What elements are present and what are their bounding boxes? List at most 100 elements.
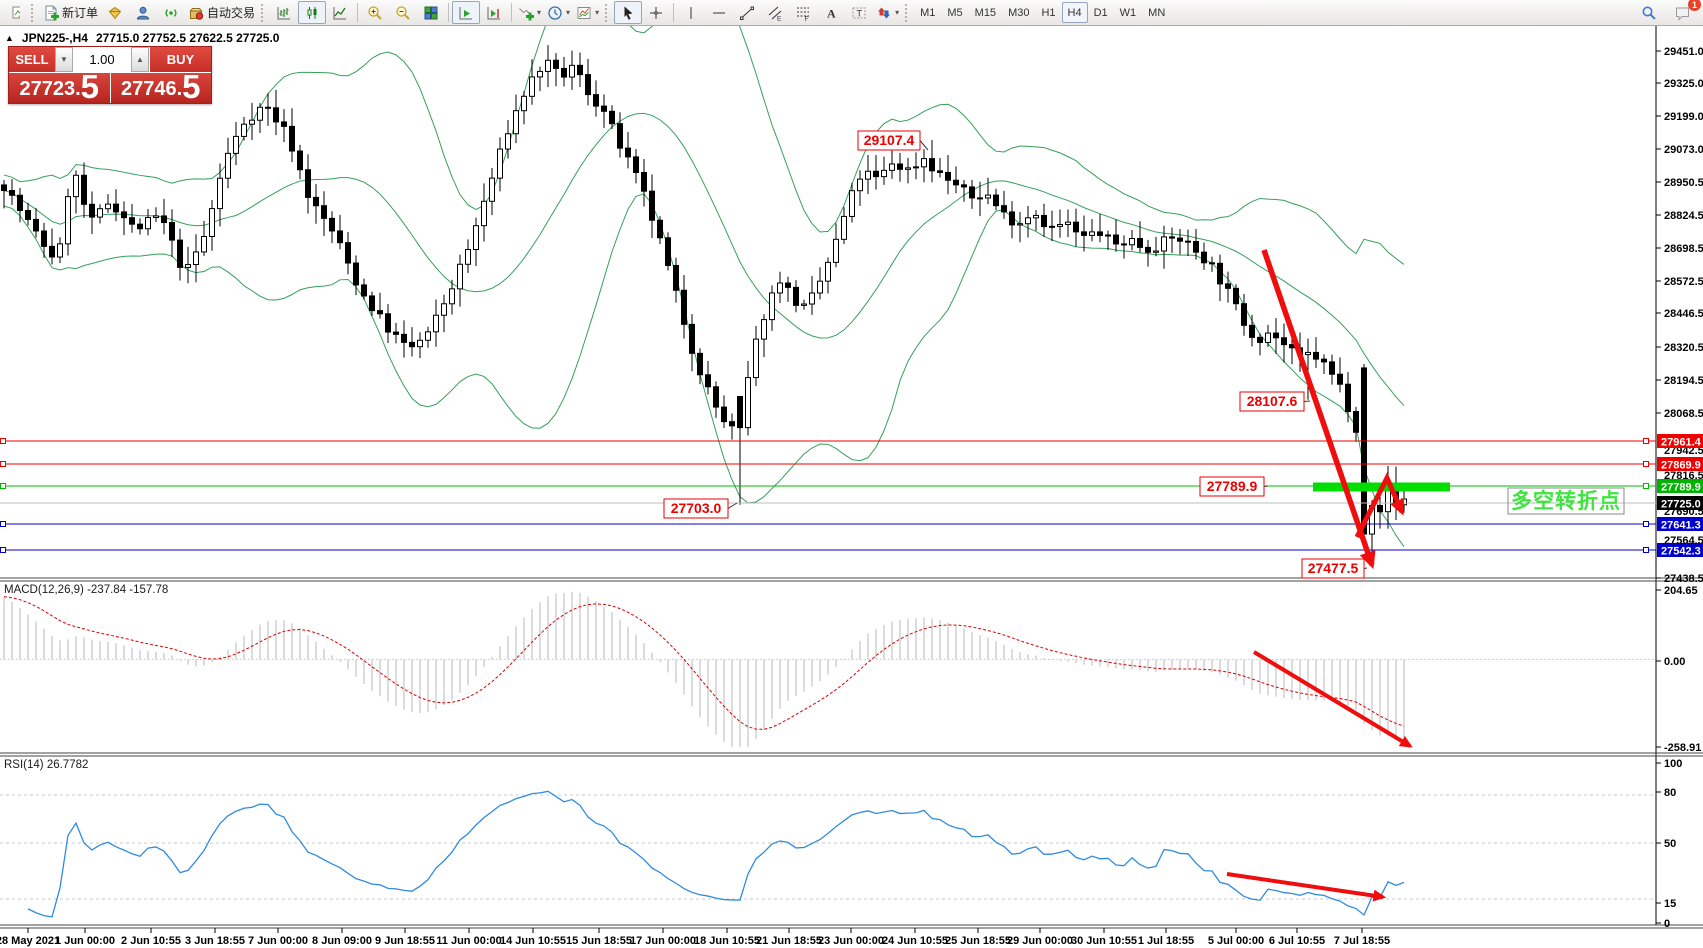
tile-windows-button[interactable] [417,1,445,24]
cursor-button[interactable] [614,1,643,24]
timeframe-w1-button[interactable]: W1 [1119,6,1137,19]
hline-handle[interactable] [0,438,6,444]
trendline-button[interactable] [733,1,761,24]
svg-text:F: F [805,16,809,21]
timeframe-m5-button[interactable]: M5 [947,6,963,19]
hline-handle[interactable] [1643,483,1649,489]
chart-shift-button[interactable] [480,1,508,24]
chevron-down-icon[interactable]: ▾ [595,7,600,17]
candle-chart-button[interactable] [298,1,327,24]
templates-button[interactable]: ▾ [573,1,602,24]
arrows-button[interactable]: ▾ [873,1,902,24]
label-anchor-line [919,140,929,151]
auto-scroll-button[interactable] [452,1,481,24]
timeframe-m15-button[interactable]: M15 [974,6,997,19]
toolbar-right: 1 [1635,0,1703,24]
line-chart-button[interactable] [326,1,354,24]
toolbar-grip[interactable] [31,3,37,22]
notifications-button[interactable]: 1 [1669,0,1701,24]
toolbar-grip[interactable] [261,3,267,22]
toolbar-grip[interactable] [905,3,911,22]
macd-arrow[interactable] [1252,650,1413,748]
price-label-box[interactable] [857,130,921,151]
hline-handle[interactable] [1643,461,1649,467]
label-button[interactable]: T [845,1,873,24]
fibonacci-button[interactable]: F [789,1,817,24]
hline-handle[interactable] [0,521,6,527]
timeframe-d1-button[interactable]: D1 [1093,6,1108,19]
funds-button[interactable] [101,1,129,24]
templates-icon [576,5,592,21]
profile-button[interactable] [129,1,157,24]
bar-chart-button[interactable] [270,1,298,24]
crosshair-button[interactable] [642,1,670,24]
market-watch-button[interactable] [0,1,28,24]
horizontal-line-button[interactable] [705,1,733,24]
indicators-button[interactable]: ▾ [515,1,544,24]
hline-handle[interactable] [1643,547,1649,553]
volume-decrease-button[interactable]: ▼ [55,47,73,72]
channel-button[interactable]: E [761,1,789,24]
hline-handle[interactable] [0,483,6,489]
sell-button[interactable]: SELL [9,47,55,72]
collapse-panel-icon[interactable]: ▲ [5,33,14,43]
new-order-icon [43,5,59,21]
macd-signal-line [3,596,1405,730]
signal-icon [163,5,179,21]
chevron-down-icon[interactable]: ▾ [566,7,571,17]
timeframe-mn-button[interactable]: MN [1148,6,1166,19]
volume-input[interactable]: 1.00 [73,47,131,72]
svg-text:30 Jun 10:55: 30 Jun 10:55 [1071,935,1137,947]
timeframe-h4-button[interactable]: H4 [1061,2,1088,23]
signals-button[interactable] [157,1,185,24]
arrows-tool-icon [876,5,892,21]
rsi-arrow[interactable] [1226,872,1387,902]
annotation-box[interactable] [1507,487,1625,515]
svg-text:7 Jun 00:00: 7 Jun 00:00 [248,935,308,947]
buy-button[interactable]: BUY [149,47,211,72]
price-scale[interactable]: 29451.0 29325.0 29199.0 29073.0 28950.5 28824… [1656,46,1703,930]
auto-trading-button[interactable]: 自动交易 [185,1,258,24]
price-label-box[interactable] [1239,391,1305,412]
hline-handle[interactable] [1643,438,1649,444]
hline-handle[interactable] [1643,521,1649,527]
timeframe-h1-button[interactable]: H1 [1041,6,1056,19]
timeframe-m30-button[interactable]: M30 [1008,6,1030,19]
toolbar-grip[interactable] [605,3,611,22]
periods-button[interactable]: ▾ [544,1,573,24]
svg-text:28950.5: 28950.5 [1664,177,1703,189]
zoom-in-button[interactable] [361,1,389,24]
price-label-box[interactable] [1199,476,1265,497]
timeframe-m1-button[interactable]: M1 [920,6,936,19]
price-badge [1657,434,1703,448]
svg-text:7 Jul 18:55: 7 Jul 18:55 [1334,935,1390,947]
hline-handle[interactable] [0,461,6,467]
candle-chart-icon [304,5,320,21]
svg-text:5 Jul 00:00: 5 Jul 00:00 [1208,935,1264,947]
rsi-label: RSI(14) 26.7782 [4,759,88,771]
volume-increase-button[interactable]: ▲ [131,47,149,72]
new-order-button[interactable]: 新订单 [40,1,101,24]
price-label-box[interactable] [663,498,729,519]
price-label-text: 28107.6 [1247,393,1298,409]
text-button[interactable]: A [817,1,845,24]
chevron-down-icon[interactable]: ▾ [537,7,542,17]
svg-text:27438.5: 27438.5 [1664,573,1703,585]
vertical-line-button[interactable] [677,1,705,24]
svg-text:18 Jun 10:55: 18 Jun 10:55 [694,935,760,947]
trendline-icon [739,5,755,21]
rebound-rejection-arrow[interactable] [1354,472,1405,539]
svg-text:29451.0: 29451.0 [1664,46,1703,58]
zoom-out-button[interactable] [389,1,417,24]
search-button[interactable] [1635,1,1663,24]
chevron-down-icon[interactable]: ▾ [895,7,900,17]
hline-handle[interactable] [0,547,6,553]
price-label-box[interactable] [1301,558,1365,579]
label-anchor-line [727,502,738,509]
buy-price[interactable]: 27746. 5 [109,70,211,103]
downtrend-arrow[interactable] [1261,249,1376,570]
auto-scroll-icon [458,5,474,21]
sell-price[interactable]: 27723. 5 [9,70,110,103]
